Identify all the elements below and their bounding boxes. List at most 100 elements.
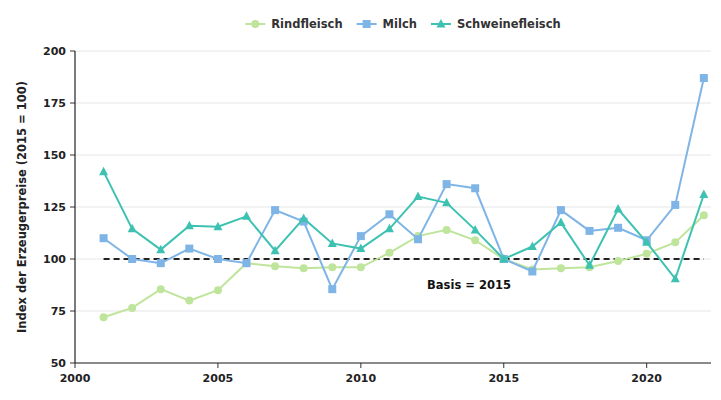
data-point [99,167,108,176]
data-point [385,249,393,257]
chart-container: 507510012515017520020002005201020152020I… [0,0,721,400]
series-line [104,78,704,289]
legend-marker [251,20,259,28]
data-point [528,267,536,275]
data-point [585,260,594,269]
data-point [328,238,337,247]
data-point [128,304,136,312]
data-point [214,255,222,263]
data-point [385,210,393,218]
data-point [442,198,451,207]
data-point [643,250,651,258]
grid-line [75,103,711,104]
data-point [557,206,565,214]
reference-line [104,258,704,260]
legend-marker [436,19,445,28]
data-point [299,213,308,222]
data-point [471,225,480,234]
grid-line [75,155,711,156]
data-point [671,201,679,209]
grid-line [75,51,711,52]
y-tick [70,207,75,208]
data-point [328,263,336,271]
data-point [242,211,251,220]
legend-label: Milch [383,17,417,31]
x-tick [503,363,504,368]
data-point [356,244,365,253]
x-tick [217,363,218,368]
reference-label: Basis = 2015 [427,278,511,292]
data-point [100,313,108,321]
data-point [471,184,479,192]
data-point [100,234,108,242]
data-point [213,222,222,231]
data-point [471,236,479,244]
legend-label: Schweinefleisch [457,17,561,31]
x-axis [75,362,711,363]
data-point [271,246,280,255]
data-point [185,221,194,230]
data-point [357,232,365,240]
chart-svg: 507510012515017520020002005201020152020I… [0,0,721,400]
data-point [699,190,708,199]
x-tick-label: 2020 [631,372,662,385]
y-tick-label: 125 [43,201,66,214]
legend-marker [363,20,371,28]
data-point [185,245,193,253]
data-point [300,264,308,272]
data-point [214,286,222,294]
legend: Rindfleisch Milch Schweinefleisch [245,17,560,31]
data-point [157,259,165,267]
data-point [443,226,451,234]
y-tick-label: 150 [43,149,66,162]
y-tick [70,311,75,312]
data-point [157,285,165,293]
data-point [557,264,565,272]
x-tick [360,363,361,368]
data-point [671,238,679,246]
x-tick-label: 2010 [346,372,377,385]
series-line [104,172,704,279]
data-point [414,235,422,243]
data-point [642,237,651,246]
y-tick [70,51,75,52]
series-line [104,215,704,317]
y-tick [70,363,75,364]
data-point [185,297,193,305]
x-tick-label: 2005 [203,372,234,385]
data-point [586,227,594,235]
data-point [328,285,336,293]
grid-line [75,363,711,364]
data-point [700,211,708,219]
plot-area [99,74,708,321]
data-point [271,206,279,214]
y-axis-label: Index der Erzeugerpreise (2015 = 100) [15,81,29,333]
data-point [128,224,137,233]
y-tick-label: 200 [43,45,66,58]
data-point [357,263,365,271]
data-point [271,262,279,270]
y-tick [70,259,75,260]
data-point [614,257,622,265]
y-axis [74,51,75,363]
y-tick-label: 50 [51,357,67,370]
data-point [614,224,622,232]
grid-line [75,311,711,312]
data-point [528,242,537,251]
y-tick [70,103,75,104]
x-tick-label: 2015 [488,372,519,385]
data-point [243,259,251,267]
y-tick-label: 175 [43,97,66,110]
data-point [243,259,251,267]
grid-line [75,207,711,208]
data-point [499,254,508,263]
data-point [414,192,423,201]
y-tick [70,155,75,156]
legend-label: Rindfleisch [271,17,342,31]
x-tick [646,363,647,368]
data-point [128,255,136,263]
x-tick-label: 2000 [60,372,91,385]
data-point [156,245,165,254]
data-point [614,204,623,213]
y-tick-label: 75 [51,305,66,318]
